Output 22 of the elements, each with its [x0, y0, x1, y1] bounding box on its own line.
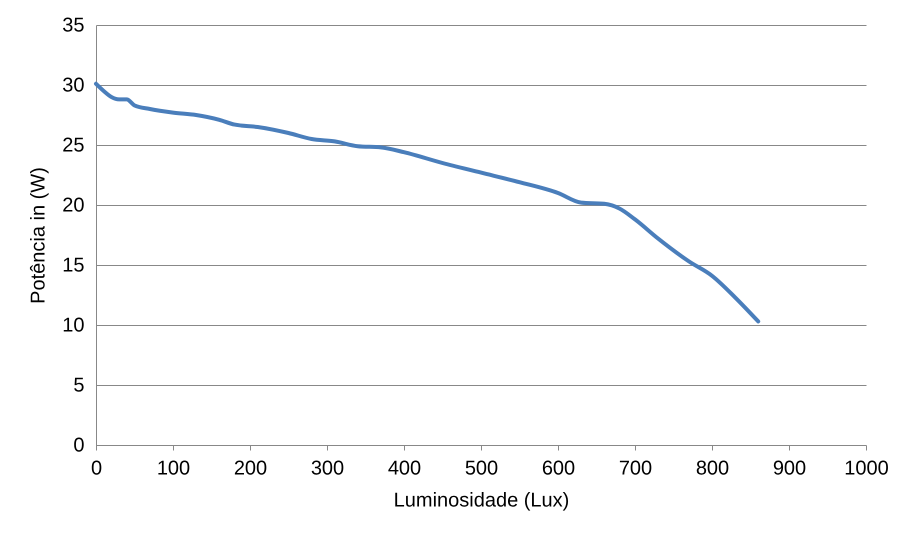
x-tick-label: 200: [234, 458, 268, 480]
x-tick-label: 900: [772, 458, 806, 480]
x-tick-label: 500: [464, 458, 498, 480]
x-tick-label: 600: [542, 458, 576, 480]
y-tick-label: 15: [62, 254, 84, 276]
y-tick-label: 30: [62, 74, 84, 96]
y-tick-label: 25: [62, 134, 84, 156]
x-tick-label: 0: [90, 458, 102, 480]
y-tick-label: 5: [73, 374, 84, 396]
y-tick-label: 35: [62, 14, 84, 36]
y-tick-label: 10: [62, 314, 84, 336]
line-series: [94, 82, 760, 324]
x-tick-label: 400: [388, 458, 422, 480]
x-tick-label: 300: [310, 458, 344, 480]
x-axis-title: Luminosidade (Lux): [394, 490, 570, 512]
y-tick-label: 20: [62, 194, 84, 216]
x-tick-label: 1000: [844, 458, 889, 480]
x-tick-label: 800: [696, 458, 730, 480]
x-tick-label: 700: [618, 458, 652, 480]
x-tick-label: 100: [156, 458, 190, 480]
y-axis-title: Potência in (W): [27, 167, 50, 304]
y-tick-label: 0: [73, 434, 84, 456]
